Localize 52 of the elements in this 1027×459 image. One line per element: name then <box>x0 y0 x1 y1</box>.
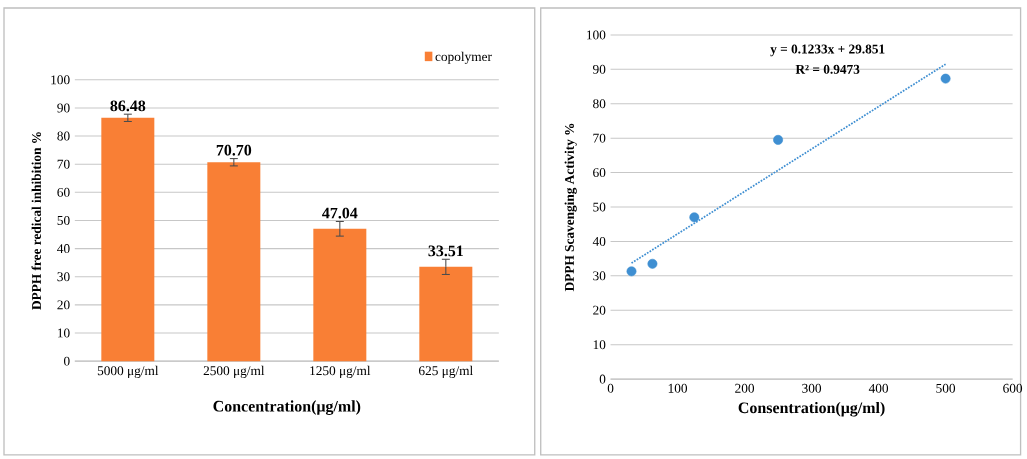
x-tick-label: 2500 μg/ml <box>203 365 265 378</box>
y-tick-label: 40 <box>57 244 70 254</box>
y-tick-label: 40 <box>592 236 606 246</box>
y-tick-label: 80 <box>57 131 70 141</box>
point <box>626 266 637 277</box>
x-axis-title: Concentration(μg/ml) <box>213 400 361 416</box>
y-axis-title: DPPH Scavenging Activity % <box>564 123 577 292</box>
point <box>773 135 783 145</box>
y-tick-label: 60 <box>57 187 70 197</box>
y-tick-label: 50 <box>593 202 606 212</box>
y-tick-label: 20 <box>57 300 70 310</box>
point <box>940 73 951 84</box>
bar <box>101 117 155 362</box>
x-axis-title: Consentration(μg/ml) <box>738 401 885 417</box>
y-axis-title: DPPH free redical inhibition % <box>31 132 42 310</box>
y-tick-label: 10 <box>593 340 606 350</box>
point <box>647 258 658 269</box>
y-tick-label: 70 <box>57 159 70 169</box>
point <box>689 212 700 223</box>
x-tick-label: 100 <box>668 383 688 393</box>
bar <box>419 266 473 362</box>
x-tick-label: 5000 μg/ml <box>97 365 159 378</box>
y-tick-label: 30 <box>593 271 606 281</box>
data-label: 86.48 <box>110 100 146 112</box>
bar <box>313 228 367 362</box>
y-tick-label: 30 <box>57 272 70 282</box>
x-tick-label: 400 <box>868 383 889 393</box>
x-tick-label: 1250 μg/ml <box>310 365 371 378</box>
x-tick-label: 625 μg/ml <box>418 365 473 378</box>
y-tick-label: 70 <box>593 133 606 143</box>
annotation: y = 0.1233x + 29.851 <box>770 44 885 57</box>
y-tick-label: 100 <box>587 30 606 40</box>
y-tick-label: 90 <box>593 64 606 74</box>
data-label: 47.04 <box>322 207 358 219</box>
x-tick-label: 500 <box>936 383 956 393</box>
x-tick-label: 600 <box>1003 383 1023 393</box>
y-tick-label: 80 <box>593 99 606 109</box>
data-label: 33.51 <box>428 245 463 257</box>
data-label: 70.70 <box>216 144 252 156</box>
bar <box>207 162 261 362</box>
y-tick-label: 90 <box>57 103 70 113</box>
y-tick-label: 50 <box>57 216 70 225</box>
y-tick-label: 100 <box>51 75 70 85</box>
legend-label: copolymer <box>435 51 492 64</box>
annotation: R² = 0.9473 <box>795 64 860 74</box>
y-tick-label: 20 <box>593 305 606 315</box>
x-tick-label: 300 <box>802 383 822 393</box>
y-tick-label: 60 <box>593 168 606 178</box>
x-tick-label: 200 <box>735 383 755 393</box>
y-tick-label: 10 <box>58 328 70 338</box>
x-tick-label: 0 <box>607 383 614 393</box>
y-tick-label: 0 <box>63 356 70 366</box>
